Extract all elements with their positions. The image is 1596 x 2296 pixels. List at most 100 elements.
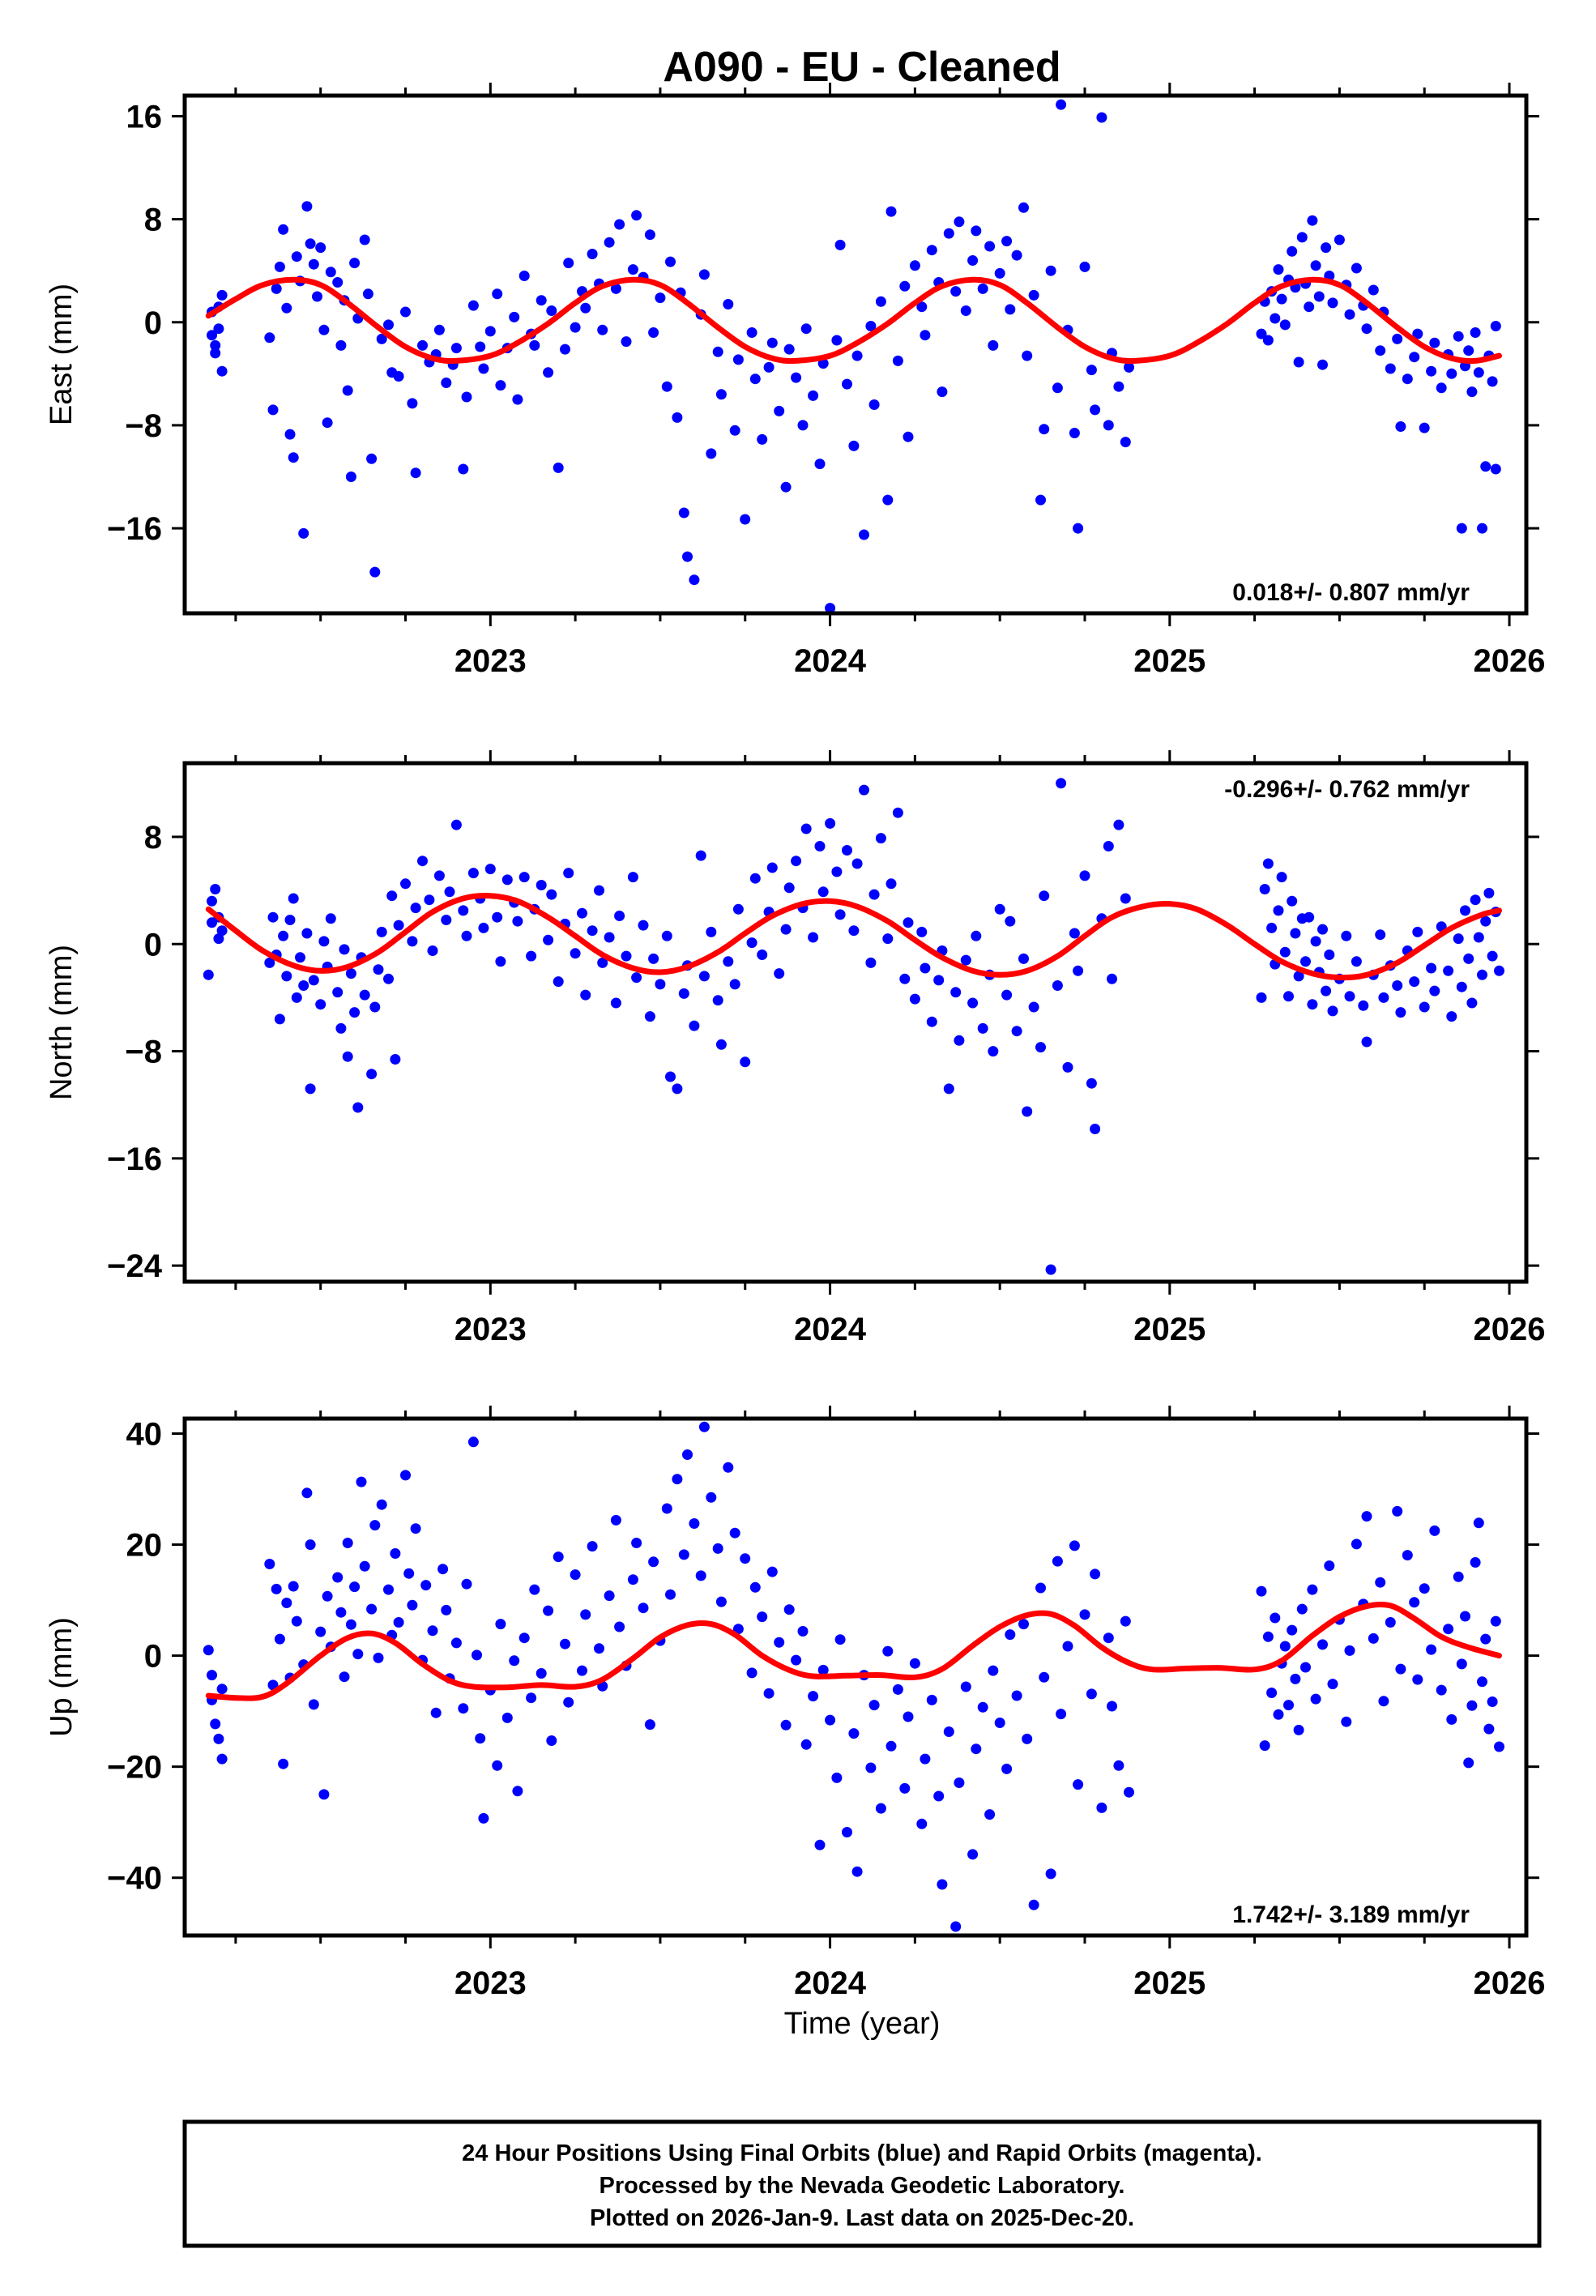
east-data-point [892, 355, 903, 366]
east-data-point [1327, 297, 1338, 309]
east-data-point [1361, 323, 1372, 335]
north-x-tick-label: 2025 [1133, 1312, 1206, 1347]
north-points [203, 778, 1504, 1275]
east-data-point [441, 378, 452, 388]
north-data-point [868, 889, 880, 900]
east-data-point [1480, 461, 1491, 472]
up-data-point [1011, 1690, 1022, 1701]
east-panel: −16 −8 0 8 16 2023 2024 2025 2026 East (mm) 0.01… [45, 83, 1546, 679]
up-data-point [376, 1499, 387, 1510]
east-data-point [478, 363, 489, 374]
up-data-point [868, 1700, 880, 1711]
east-data-point [1490, 321, 1501, 331]
up-data-point [288, 1581, 299, 1592]
up-data-point [678, 1549, 689, 1560]
north-data-point [417, 856, 428, 867]
east-data-point [909, 260, 920, 271]
north-data-point [1283, 991, 1294, 1002]
north-data-point [1310, 936, 1321, 947]
up-data-point [903, 1711, 914, 1722]
up-data-point [892, 1684, 903, 1695]
east-data-point [1103, 420, 1114, 431]
north-data-point [903, 917, 914, 928]
up-data-point [1307, 1584, 1318, 1595]
north-data-point [1279, 946, 1291, 958]
up-data-point [509, 1655, 520, 1667]
east-data-point [644, 229, 655, 241]
east-y-tick-label: −8 [125, 408, 162, 444]
north-data-point [1039, 890, 1050, 902]
north-data-point [774, 968, 785, 979]
north-data-point [1018, 953, 1029, 964]
north-x-tick-label: 2024 [794, 1312, 867, 1347]
north-data-point [284, 915, 296, 925]
up-data-point [475, 1733, 486, 1744]
north-data-point [882, 933, 894, 945]
east-data-point [865, 321, 877, 331]
north-data-point [1103, 841, 1114, 851]
up-data-point [1483, 1723, 1495, 1735]
north-data-point [1466, 997, 1478, 1009]
up-data-point [1293, 1724, 1304, 1735]
north-data-point [814, 841, 826, 851]
up-data-point [1018, 1619, 1029, 1630]
up-data-point [529, 1584, 540, 1595]
north-data-point [851, 858, 863, 869]
up-data-point [875, 1803, 886, 1814]
up-data-point [278, 1758, 289, 1769]
up-data-point [1279, 1641, 1291, 1652]
up-model-curve [205, 1601, 1502, 1701]
east-data-point [580, 302, 591, 314]
caption-frame [182, 2119, 1542, 2248]
north-y-tick-label: 0 [144, 927, 162, 962]
up-data-point [301, 1487, 313, 1499]
up-points [203, 1421, 1504, 1932]
up-data-point [1490, 1615, 1501, 1627]
up-data-point [695, 1570, 706, 1581]
north-data-point [644, 1011, 655, 1022]
north-data-point [614, 911, 625, 921]
up-data-point [1107, 1701, 1117, 1712]
east-data-point [349, 258, 361, 269]
up-data-point [977, 1701, 988, 1713]
east-data-point [1270, 313, 1281, 324]
east-data-point [746, 327, 757, 338]
up-data-point [274, 1633, 285, 1645]
up-data-point [543, 1605, 554, 1616]
east-data-point [780, 481, 792, 493]
up-data-point [865, 1762, 877, 1773]
north-data-point [848, 925, 860, 937]
up-data-point [1429, 1525, 1440, 1536]
up-data-point [1317, 1639, 1328, 1650]
east-data-point [216, 365, 228, 377]
east-x-tick-label: 2026 [1474, 643, 1546, 679]
north-data-point [885, 878, 897, 890]
east-data-point [851, 350, 863, 361]
up-data-point [614, 1621, 625, 1632]
north-data-point [808, 932, 819, 943]
up-data-point [988, 1665, 999, 1676]
east-data-point [400, 306, 411, 318]
north-data-point [305, 1083, 316, 1095]
up-data-point [834, 1634, 846, 1645]
north-data-point [1293, 971, 1304, 982]
up-data-point [450, 1637, 462, 1649]
up-data-point [638, 1603, 649, 1614]
north-data-point [791, 856, 802, 867]
up-data-point [899, 1782, 911, 1794]
north-data-point [1429, 985, 1440, 996]
up-data-point [512, 1786, 523, 1797]
up-data-point [1494, 1741, 1504, 1752]
north-data-point [1419, 1001, 1430, 1013]
up-data-point [1079, 1609, 1090, 1620]
east-data-point [560, 344, 570, 355]
east-data-point [305, 238, 316, 250]
east-data-point [971, 225, 982, 237]
up-data-point [825, 1714, 836, 1726]
north-model-curve [205, 893, 1502, 981]
up-data-point [305, 1539, 316, 1551]
up-data-point [1266, 1688, 1278, 1698]
up-data-point [1296, 1603, 1308, 1615]
up-data-point [1385, 1617, 1396, 1628]
up-data-point [916, 1818, 928, 1829]
